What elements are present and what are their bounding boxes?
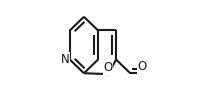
- Text: O: O: [137, 60, 147, 73]
- Text: O: O: [104, 61, 113, 74]
- Text: N: N: [61, 53, 70, 66]
